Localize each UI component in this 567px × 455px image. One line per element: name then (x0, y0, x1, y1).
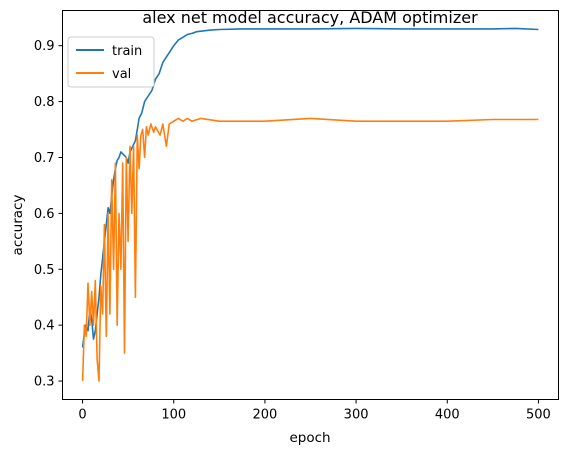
chart-title: alex net model accuracy, ADAM optimizer (142, 8, 478, 27)
x-tick-label: 200 (252, 408, 277, 423)
axis-ticks: 0 100 200 300 400 500 0.3 0.4 0.5 0.6 0.7 0.8 0.9 (34, 39, 551, 422)
x-axis-label: epoch (289, 430, 330, 446)
y-tick-label: 0.8 (34, 95, 55, 110)
y-axis-label: accuracy (10, 195, 26, 256)
x-tick-label: 0 (78, 408, 86, 423)
series-line-val (81, 117, 539, 382)
series-line-train (81, 27, 539, 348)
legend: train val (67, 36, 155, 88)
plot-frame (62, 10, 559, 400)
y-tick-label: 0.5 (34, 263, 55, 278)
x-tick-label: 500 (526, 408, 551, 423)
y-tick-label: 0.3 (34, 375, 55, 390)
y-tick-label: 0.4 (34, 319, 55, 334)
y-tick-label: 0.9 (34, 39, 55, 54)
plot-lines (81, 27, 539, 382)
y-tick-label: 0.6 (34, 207, 55, 222)
y-tick-label: 0.7 (34, 151, 55, 166)
x-tick-label: 100 (161, 408, 186, 423)
x-tick-label: 400 (435, 408, 460, 423)
legend-label-train: train (112, 44, 142, 59)
x-tick-label: 300 (344, 408, 369, 423)
legend-label-val: val (112, 67, 131, 82)
